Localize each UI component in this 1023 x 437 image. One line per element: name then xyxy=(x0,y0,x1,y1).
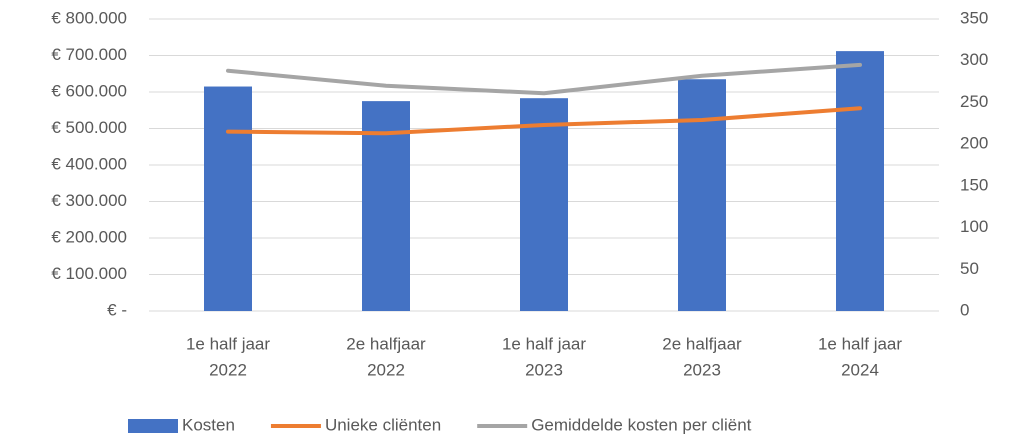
bar xyxy=(204,86,252,312)
x-tick-label: 2023 xyxy=(683,360,721,379)
legend-label: Kosten xyxy=(182,415,235,434)
y-tick-label: € 500.000 xyxy=(51,118,127,137)
bar xyxy=(520,98,568,311)
y2-tick-label: 200 xyxy=(960,134,988,153)
y2-tick-label: 100 xyxy=(960,217,988,236)
y-tick-label: € 700.000 xyxy=(51,45,127,64)
y2-tick-label: 250 xyxy=(960,92,988,111)
y-tick-label: € 200.000 xyxy=(51,227,127,246)
x-tick-label: 2022 xyxy=(367,360,405,379)
y2-tick-label: 50 xyxy=(960,259,979,278)
bar xyxy=(678,79,726,311)
x-tick-label: 2e halfjaar xyxy=(346,334,426,353)
x-tick-label: 1e half jaar xyxy=(818,334,902,353)
bar xyxy=(362,101,410,311)
x-tick-label: 1e half jaar xyxy=(502,334,586,353)
y2-tick-label: 350 xyxy=(960,8,988,27)
y-tick-label: € 300.000 xyxy=(51,191,127,210)
bar xyxy=(836,51,884,312)
y-tick-label: € 100.000 xyxy=(51,264,127,283)
y-tick-label: € 800.000 xyxy=(51,8,127,27)
y2-tick-label: 150 xyxy=(960,175,988,194)
x-tick-label: 2023 xyxy=(525,360,563,379)
line xyxy=(226,106,862,136)
x-tick-label: 1e half jaar xyxy=(186,334,270,353)
y2-tick-label: 300 xyxy=(960,50,988,69)
y-tick-label: € 400.000 xyxy=(51,154,127,173)
legend-label: Unieke cliënten xyxy=(325,415,441,434)
y-tick-label: € 600.000 xyxy=(51,81,127,100)
legend-swatch xyxy=(128,419,178,433)
legend-label: Gemiddelde kosten per cliënt xyxy=(531,415,751,434)
x-tick-label: 2e halfjaar xyxy=(662,334,742,353)
y2-tick-label: 0 xyxy=(960,300,969,319)
y-tick-label: € - xyxy=(107,300,127,319)
x-tick-label: 2024 xyxy=(841,360,879,379)
x-tick-label: 2022 xyxy=(209,360,247,379)
line xyxy=(226,62,862,96)
